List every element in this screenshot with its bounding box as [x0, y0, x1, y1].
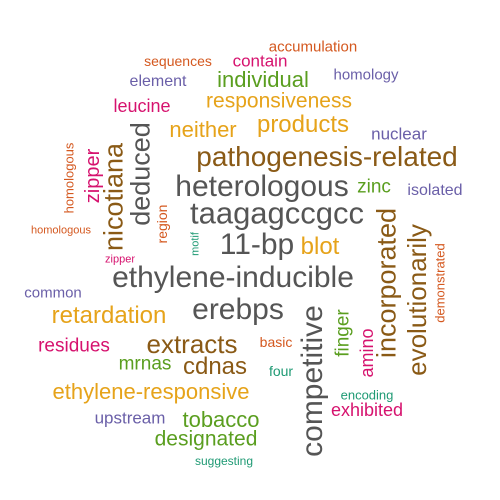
word-basic: basic: [259, 334, 293, 350]
word-zinc: zinc: [357, 176, 391, 198]
word-pathogenesis-related: pathogenesis-related: [196, 141, 458, 172]
word-upstream: upstream: [94, 408, 166, 428]
word-demonstrated: demonstrated: [432, 243, 448, 323]
word-individual: individual: [217, 67, 309, 92]
word-homology: homology: [333, 66, 399, 84]
word-residues: residues: [38, 335, 110, 357]
word-extracts: extracts: [146, 329, 238, 359]
word-competitive: competitive: [296, 305, 329, 457]
word-leucine: leucine: [113, 96, 171, 116]
word-nicotiana: nicotiana: [98, 142, 129, 252]
word-11-bp: 11-bp: [219, 228, 295, 261]
word-neither: neither: [169, 117, 237, 142]
word-ethylene-responsive: ethylene-responsive: [52, 379, 250, 404]
word-cdnas: cdnas: [182, 353, 248, 380]
word-products: products: [256, 111, 350, 138]
word-motif: motif: [189, 232, 202, 256]
word-contain: contain: [232, 51, 288, 71]
word-incorporated: incorporated: [371, 207, 402, 359]
word-region: region: [154, 204, 170, 244]
word-exhibited: exhibited: [330, 400, 404, 420]
word-ethylene-inducible: ethylene-inducible: [112, 261, 354, 294]
word-homologous: homologous: [61, 142, 77, 214]
word-heterologous: heterologous: [175, 170, 349, 203]
word-mrnas: mrnas: [118, 353, 172, 375]
word-various: homologous: [31, 224, 91, 237]
word-element: element: [129, 73, 187, 90]
word-isolated: isolated: [407, 182, 463, 199]
word-responsiveness: responsiveness: [206, 89, 352, 113]
word-retardation: retardation: [51, 302, 167, 329]
word-accumulation: accumulation: [268, 38, 358, 56]
word-nuclear: nuclear: [371, 124, 427, 144]
word-taagagccgcc: taagagccgcc: [189, 195, 365, 231]
word-erebps: erebps: [192, 293, 284, 326]
word-sequences: sequences: [144, 53, 212, 69]
word-within: zipper: [105, 253, 135, 266]
word-finger: finger: [332, 309, 354, 357]
word-designated: designated: [154, 427, 258, 451]
word-encoding: encoding: [340, 387, 394, 403]
word-common: common: [24, 284, 82, 302]
word-four: four: [268, 363, 294, 379]
word-tobacco: tobacco: [182, 407, 260, 432]
word-deduced: deduced: [125, 122, 156, 226]
word-suggesting: suggesting: [194, 454, 254, 468]
word-blot: blot: [300, 233, 340, 260]
word-evolutionarily: evolutionarily: [402, 224, 432, 376]
